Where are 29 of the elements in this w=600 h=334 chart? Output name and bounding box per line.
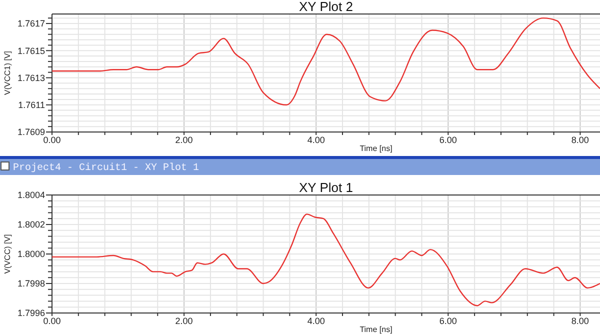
y-tick-label: 1.8000 [17, 249, 45, 260]
y-axis-title: V(VCC1) [V] [3, 50, 12, 96]
y-tick-label: 1.7996 [17, 308, 45, 318]
y-tick-label: 1.7613 [17, 72, 45, 83]
x-tick-label: 4.00 [307, 316, 325, 326]
x-tick-label: 4.00 [307, 135, 325, 145]
y-tick-label: 1.8002 [17, 220, 45, 230]
y-tick-label: 1.7609 [17, 127, 45, 138]
y-tick-label: 1.7611 [18, 100, 45, 110]
text: Project4 - Circuit1 - XY Plot 1 [13, 162, 200, 174]
chart-title: XY Plot 2 [299, 0, 353, 14]
chart-title: XY Plot 1 [299, 180, 353, 195]
line-series [51, 17, 600, 106]
line-series [51, 214, 600, 306]
y-tick-label: 1.7998 [17, 278, 45, 289]
x-tick-label: 6.00 [439, 316, 457, 326]
x-tick-label: 2.00 [175, 135, 193, 145]
y-tick-label: 1.7615 [17, 46, 45, 56]
x-tick-label: 8.00 [571, 135, 589, 145]
x-tick-label: 2.00 [175, 316, 193, 326]
x-tick-label: 0.00 [43, 135, 61, 145]
x-axis-title: Time [ns] [360, 144, 392, 153]
y-tick-label: 1.7617 [17, 18, 45, 29]
x-axis-title: Time [ns] [360, 325, 392, 334]
y-axis-title: V(VCC) [V] [3, 234, 12, 274]
y-tick-label: 1.8004 [17, 190, 45, 200]
x-tick-label: 6.00 [439, 135, 457, 145]
x-tick-label: 8.00 [571, 316, 589, 326]
x-tick-label: 0.00 [43, 316, 61, 326]
